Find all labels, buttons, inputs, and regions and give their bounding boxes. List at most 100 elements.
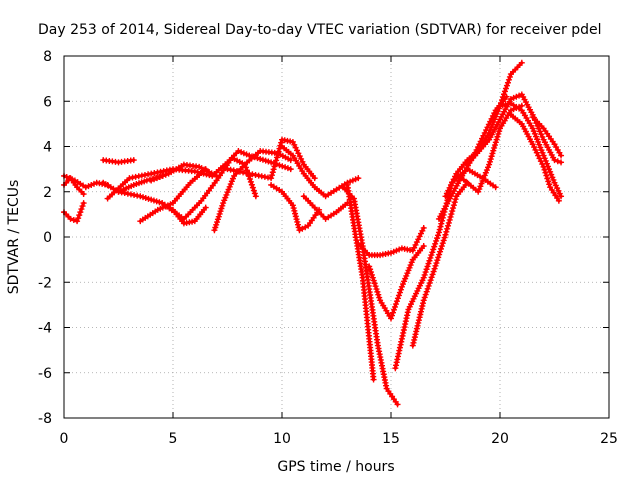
data-point-marker xyxy=(272,160,279,167)
data-point-marker xyxy=(530,128,537,135)
data-point-marker xyxy=(425,260,432,267)
data-point-marker xyxy=(537,144,544,151)
data-point-marker xyxy=(406,264,413,271)
data-point-marker xyxy=(490,147,497,154)
data-point-marker xyxy=(395,292,402,299)
data-point-marker xyxy=(437,223,444,230)
data-point-marker xyxy=(243,151,250,158)
data-point-marker xyxy=(273,157,280,164)
data-point-marker xyxy=(226,183,233,190)
data-point-marker xyxy=(262,157,269,164)
data-point-marker xyxy=(501,88,508,95)
data-point-marker xyxy=(292,210,299,217)
data-point-marker xyxy=(67,215,74,222)
data-point-marker xyxy=(391,303,398,310)
data-point-marker xyxy=(485,164,492,171)
data-point-marker xyxy=(292,213,299,220)
data-point-marker xyxy=(148,196,155,203)
data-point-marker xyxy=(215,213,222,220)
data-point-marker xyxy=(539,133,546,140)
data-point-marker xyxy=(214,219,221,226)
data-point-marker xyxy=(403,272,410,279)
data-point-marker xyxy=(534,136,541,143)
series-arc-28 xyxy=(529,114,565,159)
data-point-marker xyxy=(140,194,147,201)
data-point-marker xyxy=(546,181,553,188)
y-tick-label: -8 xyxy=(38,411,52,427)
data-point-marker xyxy=(405,267,412,274)
series-arc-27 xyxy=(507,111,562,204)
data-point-marker xyxy=(555,197,562,204)
data-point-marker xyxy=(212,224,219,231)
data-point-marker xyxy=(420,297,427,304)
data-point-marker xyxy=(393,247,400,254)
data-point-marker xyxy=(554,158,561,165)
data-point-marker xyxy=(543,172,550,179)
data-point-marker xyxy=(213,221,220,228)
data-point-marker xyxy=(479,177,486,184)
data-point-marker xyxy=(154,175,161,182)
data-point-marker xyxy=(492,139,499,146)
data-point-marker xyxy=(445,222,452,229)
data-point-marker xyxy=(394,295,401,302)
data-point-marker xyxy=(475,188,482,195)
data-point-marker xyxy=(368,271,375,278)
data-point-marker xyxy=(483,167,490,174)
data-point-marker xyxy=(424,263,431,270)
data-point-marker xyxy=(74,218,81,225)
data-point-marker xyxy=(449,208,456,215)
data-point-marker xyxy=(422,291,429,298)
data-point-marker xyxy=(82,184,89,191)
data-point-marker xyxy=(221,197,228,204)
data-point-marker xyxy=(273,154,280,161)
data-point-marker xyxy=(137,193,144,200)
data-point-marker xyxy=(352,176,359,183)
data-point-marker xyxy=(420,243,427,250)
data-point-marker xyxy=(435,229,442,236)
data-point-marker xyxy=(492,184,499,191)
data-point-marker xyxy=(536,141,543,148)
data-point-marker xyxy=(494,108,501,115)
data-point-marker xyxy=(536,128,543,135)
data-point-marker xyxy=(544,175,551,182)
data-point-marker xyxy=(402,275,409,282)
data-point-marker xyxy=(421,271,428,278)
data-point-marker xyxy=(558,193,565,200)
data-point-marker xyxy=(388,315,394,322)
data-point-marker xyxy=(495,130,502,137)
series-arc-18 xyxy=(355,224,427,259)
data-point-marker xyxy=(227,181,234,188)
data-point-marker xyxy=(450,205,457,212)
x-axis-label: GPS time / hours xyxy=(277,459,394,475)
data-point-marker xyxy=(217,208,224,215)
data-point-marker xyxy=(547,168,554,175)
data-point-marker xyxy=(427,254,434,261)
data-point-marker xyxy=(218,205,225,212)
data-point-marker xyxy=(248,181,255,188)
data-point-marker xyxy=(486,158,493,165)
data-point-marker xyxy=(431,265,438,272)
x-tick-label: 15 xyxy=(382,431,400,447)
data-point-marker xyxy=(481,172,488,179)
data-point-marker xyxy=(437,245,444,252)
data-point-marker xyxy=(480,175,487,182)
data-point-marker xyxy=(496,128,503,135)
data-point-marker xyxy=(374,288,381,295)
data-point-marker xyxy=(439,217,446,224)
data-point-marker xyxy=(389,309,396,316)
data-point-marker xyxy=(476,186,483,193)
data-point-marker xyxy=(493,110,500,117)
series-arc-4 xyxy=(100,157,137,166)
data-point-marker xyxy=(88,181,95,188)
data-point-marker xyxy=(392,301,399,308)
data-point-marker xyxy=(295,224,302,231)
data-point-marker xyxy=(434,235,441,242)
data-point-marker xyxy=(63,174,70,181)
data-point-marker xyxy=(425,282,432,289)
data-point-marker xyxy=(404,270,411,277)
data-point-marker xyxy=(153,198,160,205)
data-point-marker xyxy=(159,172,166,179)
data-point-marker xyxy=(502,85,509,92)
data-point-marker xyxy=(440,237,447,244)
data-point-marker xyxy=(444,225,451,232)
